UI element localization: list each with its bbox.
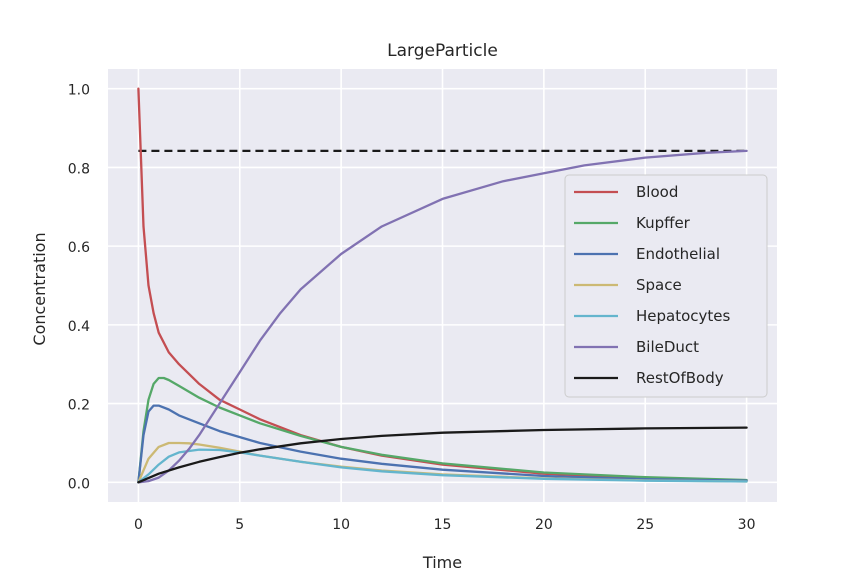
series-line-endothelial — [137, 404, 748, 484]
series-line-bileduct — [137, 149, 748, 484]
x-tick-label: 5 — [235, 517, 244, 533]
legend: Blood Kupffer Endothelial Space Hepatocytes B… — [564, 174, 768, 398]
series-line-restofbody — [137, 426, 748, 484]
tick-labels: 0 5 10 15 20 25 30 0.0 0.2 0.4 0.6 0.8 1.0 — [68, 83, 756, 533]
x-tick-label: 30 — [738, 517, 756, 533]
series-line-hepatocytes — [137, 448, 748, 484]
legend-label-bileduct: BileDuct — [636, 338, 699, 356]
legend-label-space: Space — [636, 276, 682, 294]
x-tick-label: 0 — [134, 517, 143, 533]
x-tick-label: 15 — [434, 517, 452, 533]
series-layer — [137, 87, 748, 484]
y-tick-label: 0.4 — [68, 319, 90, 335]
x-tick-label: 20 — [535, 517, 553, 533]
y-axis-label: Concentration — [30, 232, 49, 345]
y-tick-label: 0.6 — [68, 240, 90, 256]
x-axis-label: Time — [422, 553, 462, 572]
chart-title: LargeParticle — [387, 41, 498, 61]
legend-box — [564, 174, 768, 398]
series-line-kupffer — [137, 376, 748, 484]
legend-label-endothelial: Endothelial — [636, 245, 720, 263]
y-tick-label: 0.0 — [68, 476, 90, 492]
x-tick-label: 10 — [332, 517, 350, 533]
series-line-blood — [137, 87, 748, 482]
legend-label-hepatocytes: Hepatocytes — [636, 307, 731, 325]
legend-label-blood: Blood — [636, 183, 678, 201]
legend-label-restofbody: RestOfBody — [636, 369, 724, 387]
y-tick-label: 0.8 — [68, 161, 90, 177]
x-tick-label: 25 — [636, 517, 654, 533]
legend-label-kupffer: Kupffer — [636, 214, 691, 232]
y-tick-label: 1.0 — [68, 83, 90, 99]
y-tick-label: 0.2 — [68, 398, 90, 414]
